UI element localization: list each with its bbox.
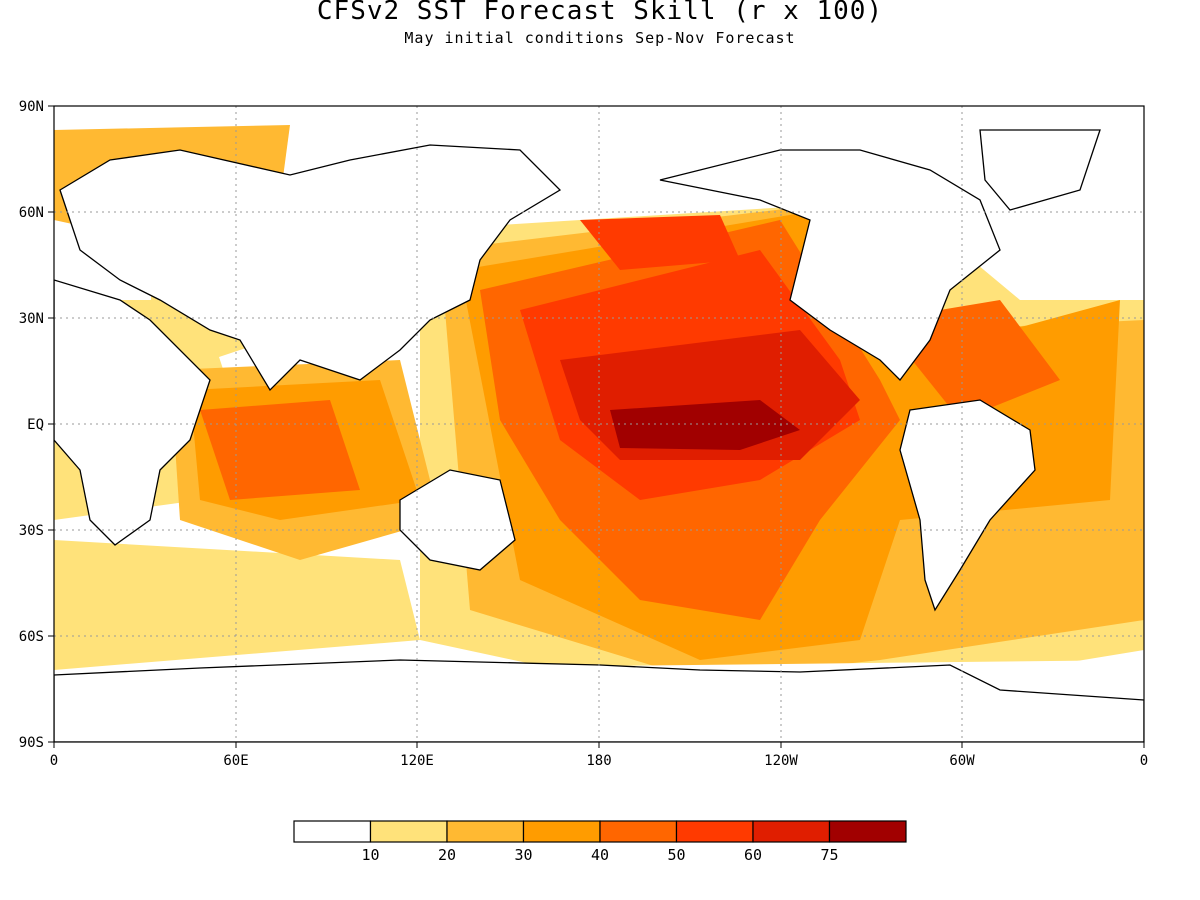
gridlines [54, 106, 1144, 742]
lon-tick-labels: 0 60E 120E 180 120W 60W 0 [50, 753, 1148, 769]
colorbar-label: 10 [361, 846, 379, 864]
lon-tick-label: 180 [586, 753, 611, 769]
lat-tick-labels: 90N 60N 30N EQ 30S 60S 90S [19, 99, 44, 751]
colorbar-label: 20 [438, 846, 456, 864]
lat-tick-label: 60N [19, 205, 44, 221]
colorbar-swatch [446, 820, 525, 843]
lon-tick-label: 0 [1140, 753, 1148, 769]
colorbar-swatch [752, 820, 831, 843]
colorbar-swatch [675, 820, 754, 843]
colorbar-label: 30 [514, 846, 532, 864]
colorbar-label: 40 [591, 846, 609, 864]
eurasia-outline [59, 144, 562, 392]
lat-tick-label: 60S [19, 629, 44, 645]
lon-tick-label: 60W [949, 753, 975, 769]
lon-tick-label: 120E [400, 753, 434, 769]
skill-area-40 [200, 400, 360, 500]
colorbar-swatch [522, 820, 601, 843]
skill-area-75 [610, 400, 800, 450]
lat-tick-label: 90N [19, 99, 44, 115]
lat-tick-label: 30N [19, 311, 44, 327]
skill-area-low [54, 540, 420, 670]
colorbar-swatch [369, 820, 448, 843]
map-title: CFSv2 SST Forecast Skill (r x 100) [316, 0, 884, 26]
colorbar-swatch [828, 820, 907, 843]
lon-tick-label: 60E [223, 753, 248, 769]
lon-tick-label: 0 [50, 753, 58, 769]
tick-marks [48, 105, 1145, 748]
lat-tick-label: 90S [19, 735, 44, 751]
colorbar-label: 75 [820, 846, 838, 864]
australia-outline [399, 469, 516, 571]
colorbar-swatch [599, 820, 678, 843]
lat-tick-label: EQ [27, 417, 44, 433]
colorbar-label: 50 [667, 846, 685, 864]
north-america-outline [659, 149, 1001, 381]
colorbar-swatch [293, 820, 372, 843]
map-subtitle: May initial conditions Sep-Nov Forecast [404, 29, 796, 47]
skill-area-50 [580, 215, 740, 270]
colorbar-label: 60 [744, 846, 762, 864]
greenland-outline [979, 129, 1101, 211]
lon-tick-label: 120W [764, 753, 798, 769]
colorbar: 10 20 30 40 50 60 75 [293, 820, 907, 864]
south-america-outline [899, 399, 1036, 612]
africa-outline [54, 279, 211, 546]
lat-tick-label: 30S [19, 523, 44, 539]
coastlines [54, 129, 1144, 742]
